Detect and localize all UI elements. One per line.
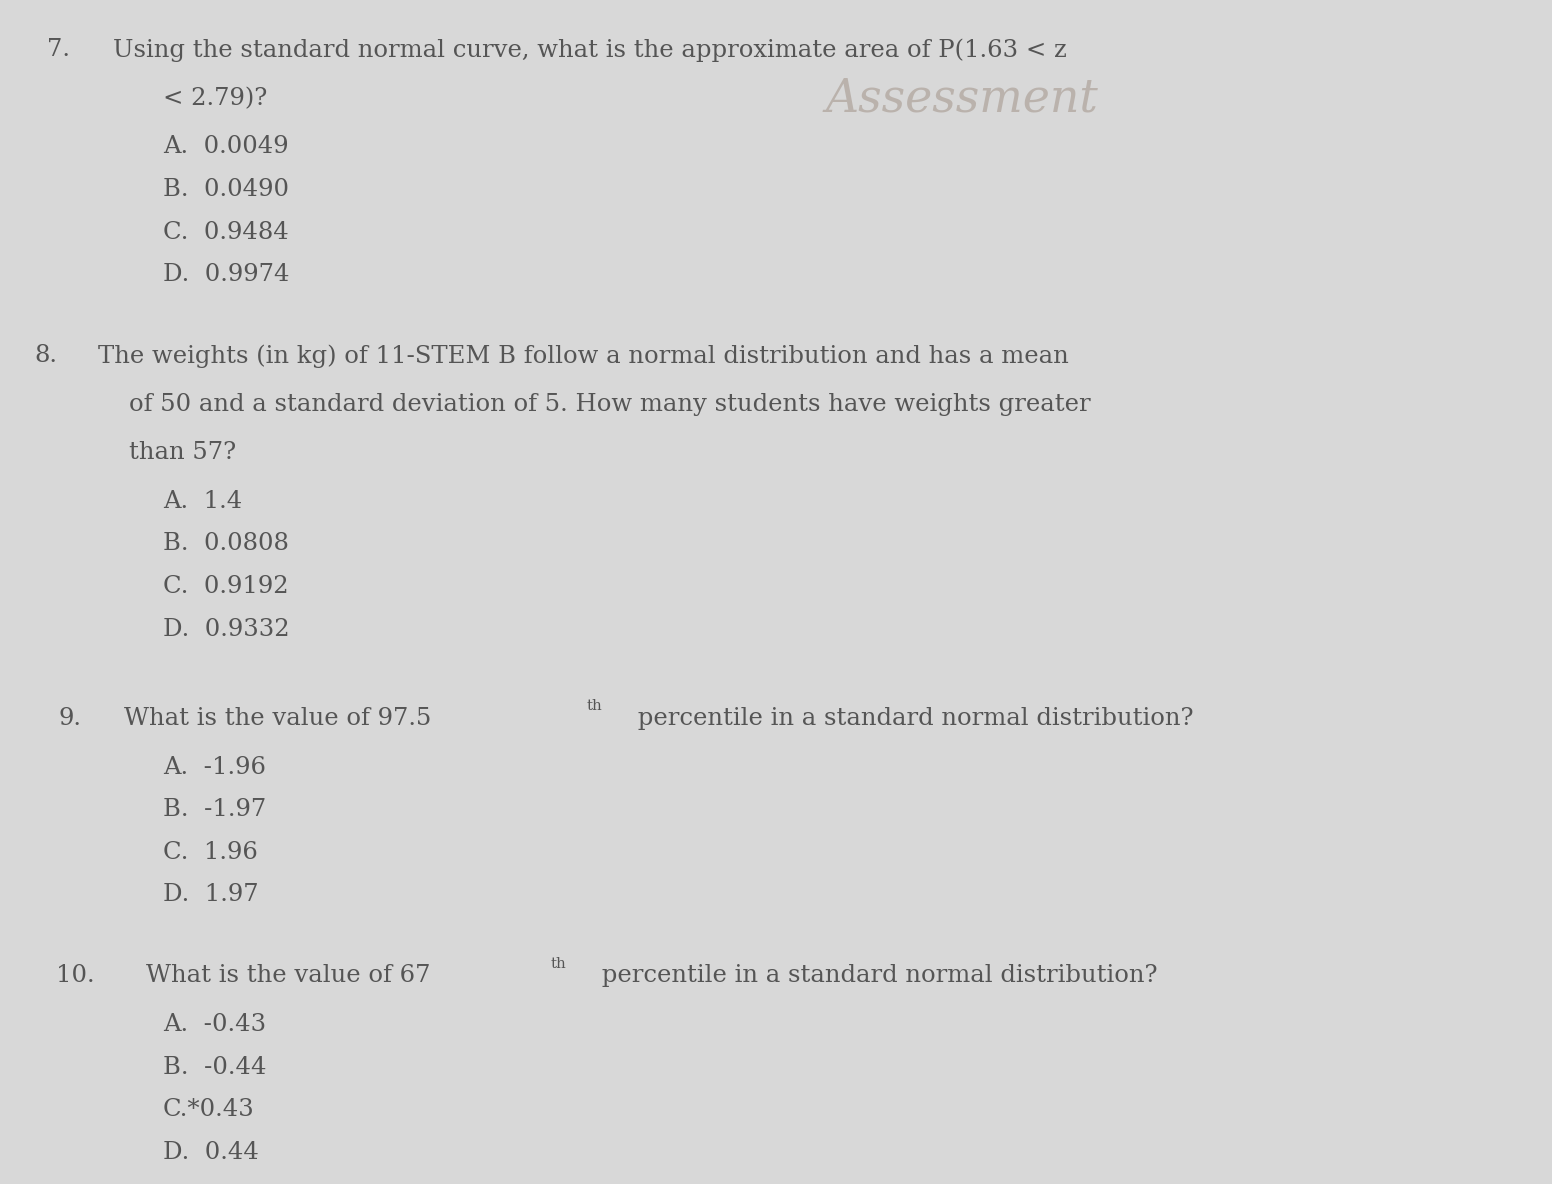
Text: C.*0.43: C.*0.43 (163, 1098, 255, 1121)
Text: B.  -1.97: B. -1.97 (163, 798, 267, 822)
Text: A.  0.0049: A. 0.0049 (163, 135, 289, 159)
Text: The weights (in kg) of 11-STEM B follow a normal distribution and has a mean: The weights (in kg) of 11-STEM B follow … (98, 345, 1068, 368)
Text: B.  0.0808: B. 0.0808 (163, 533, 289, 555)
Text: th: th (587, 700, 602, 714)
Text: A.  1.4: A. 1.4 (163, 490, 242, 513)
Text: percentile in a standard normal distribution?: percentile in a standard normal distribu… (594, 965, 1158, 987)
Text: B.  0.0490: B. 0.0490 (163, 178, 289, 201)
Text: 9.: 9. (59, 707, 82, 731)
Text: C.  0.9192: C. 0.9192 (163, 575, 289, 598)
Text: 7.: 7. (47, 38, 70, 62)
Text: < 2.79)?: < 2.79)? (163, 86, 267, 110)
Text: Assessment: Assessment (826, 77, 1099, 122)
Text: D.  0.9332: D. 0.9332 (163, 618, 290, 641)
Text: th: th (551, 957, 566, 971)
Text: C.  1.96: C. 1.96 (163, 841, 258, 864)
Text: D.  1.97: D. 1.97 (163, 883, 259, 907)
Text: of 50 and a standard deviation of 5. How many students have weights greater: of 50 and a standard deviation of 5. How… (129, 393, 1091, 416)
Text: B.  -0.44: B. -0.44 (163, 1056, 267, 1079)
Text: C.  0.9484: C. 0.9484 (163, 220, 289, 244)
Text: D.  0.9974: D. 0.9974 (163, 263, 290, 287)
Text: 8.: 8. (34, 345, 57, 367)
Text: A.  -0.43: A. -0.43 (163, 1014, 265, 1036)
Text: A.  -1.96: A. -1.96 (163, 755, 265, 779)
Text: D.  0.44: D. 0.44 (163, 1140, 259, 1164)
Text: What is the value of 97.5: What is the value of 97.5 (124, 707, 431, 731)
Text: Using the standard normal curve, what is the approximate area of P(1.63 < z: Using the standard normal curve, what is… (113, 38, 1068, 62)
Text: percentile in a standard normal distribution?: percentile in a standard normal distribu… (630, 707, 1193, 731)
Text: than 57?: than 57? (129, 442, 236, 464)
Text: What is the value of 67: What is the value of 67 (146, 965, 430, 987)
Text: 10.: 10. (56, 965, 95, 987)
